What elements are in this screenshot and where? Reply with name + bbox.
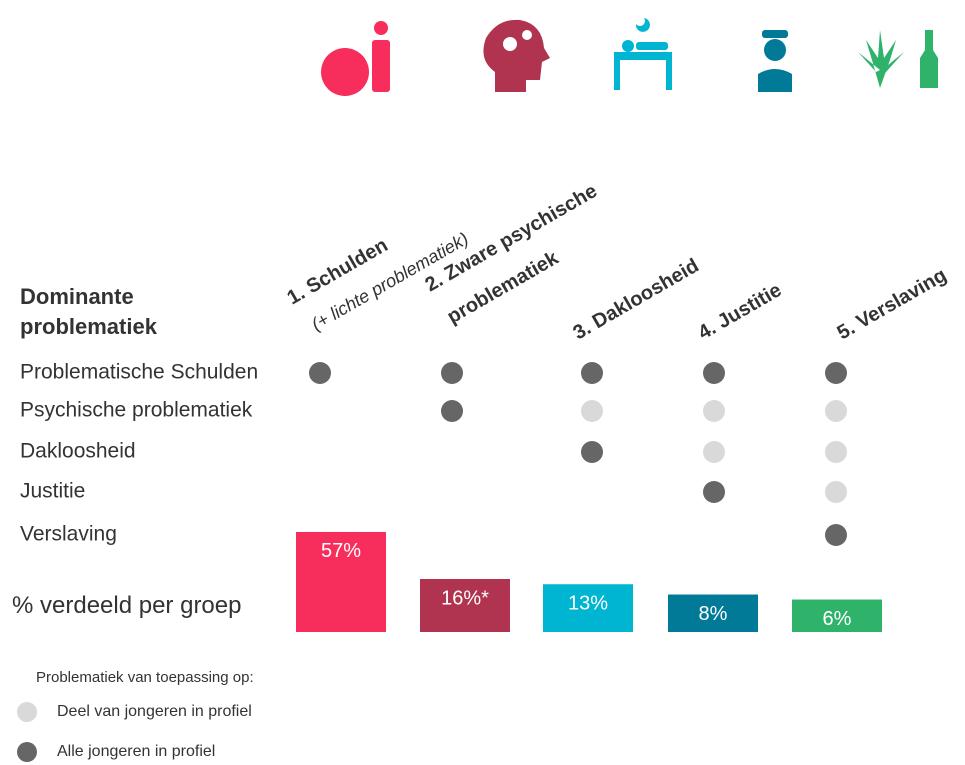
dot <box>825 481 847 503</box>
dot <box>441 400 463 422</box>
dot <box>825 441 847 463</box>
icons <box>321 18 938 96</box>
dot <box>703 362 725 384</box>
icon-bed-leg <box>614 60 620 90</box>
icon-sleeper-head <box>622 40 634 52</box>
icon-sleeper <box>636 42 668 50</box>
icon-bottle <box>920 30 938 88</box>
bar-label: 57% <box>321 540 361 562</box>
icon-police-head <box>764 39 786 61</box>
icon-gear <box>522 30 532 40</box>
dot <box>825 400 847 422</box>
bar <box>543 584 633 632</box>
dot <box>703 441 725 463</box>
legend-label: Deel van jongeren in profiel <box>57 703 252 720</box>
icon-person-head <box>374 21 388 35</box>
icon-cannabis <box>858 30 904 88</box>
bar-label: 13% <box>568 593 608 615</box>
title-line: Dominante <box>20 284 134 309</box>
row-label: Verslaving <box>20 523 117 546</box>
row-label: Justitie <box>20 480 85 503</box>
icon-cap <box>762 30 788 38</box>
group-name: 3. Dakloosheid <box>570 255 703 345</box>
icon-head <box>483 19 550 92</box>
dot <box>581 441 603 463</box>
icon-police-body <box>758 69 792 92</box>
icon-bed-leg <box>666 60 672 90</box>
dot <box>581 400 603 422</box>
legend-title: Problematiek van toepassing op: <box>36 669 254 686</box>
dot <box>825 524 847 546</box>
dot <box>703 400 725 422</box>
legend-dot <box>17 702 37 722</box>
group-name: 4. Justitie <box>695 279 786 344</box>
group-name: 5. Verslaving <box>834 264 951 344</box>
bar-label: 6% <box>823 608 852 630</box>
dot <box>703 481 725 503</box>
bar <box>792 599 882 632</box>
bar <box>296 531 386 632</box>
dot <box>441 362 463 384</box>
dot <box>581 362 603 384</box>
row-label: Psychische problematiek <box>20 399 253 422</box>
icon-person-body <box>372 40 390 92</box>
icon-bed <box>614 52 672 60</box>
icon-debt-ball <box>321 48 369 96</box>
row-label: Dakloosheid <box>20 440 136 463</box>
icon-moon <box>635 18 650 32</box>
legend-label: Alle jongeren in profiel <box>57 743 215 760</box>
dot <box>825 362 847 384</box>
total-label: % verdeeld per groep <box>12 592 241 619</box>
icon-gear <box>503 37 517 51</box>
bar-label: 8% <box>699 603 728 625</box>
bar <box>668 594 758 632</box>
legend-dot <box>17 742 37 762</box>
bar-label: 16%* <box>441 587 489 609</box>
title-line: problematiek <box>20 314 158 339</box>
bar <box>420 579 510 632</box>
dot <box>309 362 331 384</box>
row-label: Problematische Schulden <box>20 361 258 384</box>
